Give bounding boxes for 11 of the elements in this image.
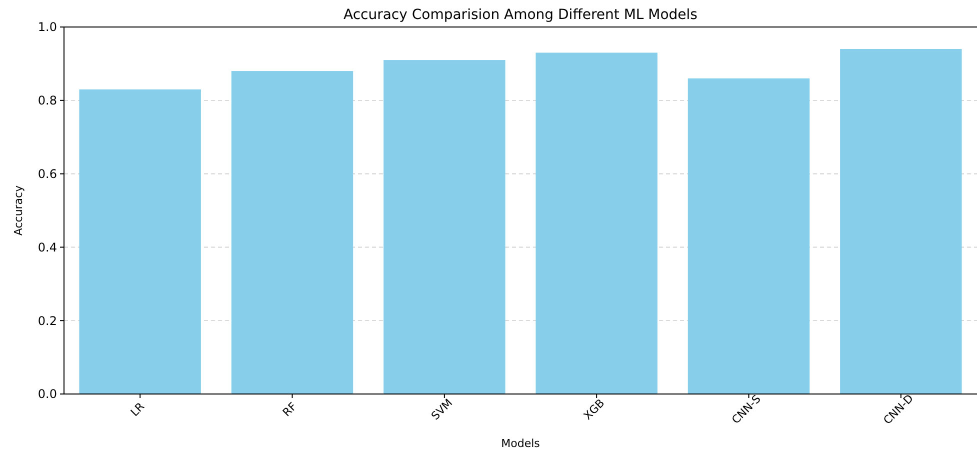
- y-tick-label: 0.4: [38, 240, 57, 254]
- y-tick-label: 0.8: [38, 94, 57, 108]
- x-tick-label: RF: [280, 400, 300, 420]
- chart-title: Accuracy Comparision Among Different ML Models: [344, 7, 698, 23]
- x-tick-label: LR: [128, 400, 148, 419]
- y-tick-label: 0.2: [38, 314, 57, 328]
- y-tick-label: 0.6: [38, 167, 57, 181]
- y-tick-label: 0.0: [38, 387, 57, 402]
- y-tick-label: 1.0: [38, 20, 57, 34]
- y-axis-title: Accuracy: [12, 184, 25, 236]
- x-axis-title: Models: [501, 437, 540, 450]
